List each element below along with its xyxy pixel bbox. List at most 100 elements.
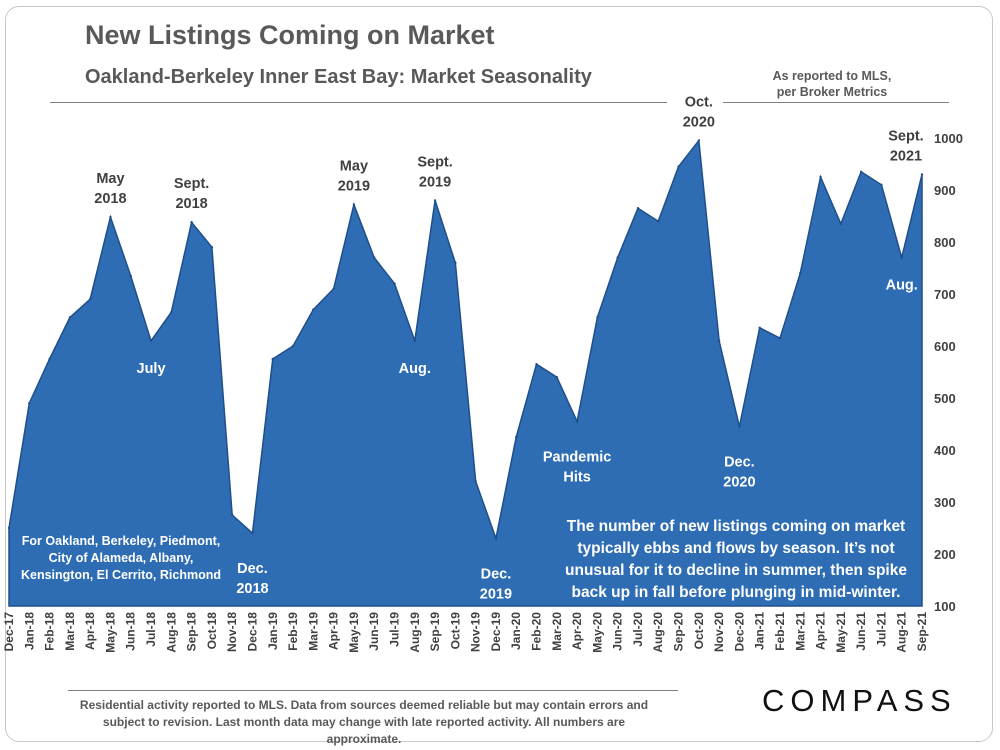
- x-tick-label-Apr-19: Apr-19: [327, 612, 341, 650]
- data-point-Aug-21: [900, 256, 903, 259]
- x-tick-label-Jun-18: Jun-18: [124, 612, 138, 651]
- data-point-Feb-20: [535, 363, 538, 366]
- x-tick-label-Oct-18: Oct-18: [205, 612, 219, 650]
- data-point-Jul-20: [636, 207, 640, 210]
- seasonality-note-line-4: back up in fall before plunging in mid-w…: [572, 584, 901, 601]
- header-rule-right: [723, 102, 949, 103]
- x-tick-label-Feb-20: Feb-20: [530, 612, 544, 651]
- x-tick-label-Feb-19: Feb-19: [286, 612, 300, 651]
- x-tick-label-Jan-20: Jan-20: [509, 612, 523, 650]
- data-point-Nov-20: [717, 339, 721, 342]
- data-point-Jun-20: [616, 256, 619, 259]
- x-tick-label-Jan-19: Jan-19: [266, 612, 280, 650]
- x-tick-label-May-20: May-20: [590, 612, 604, 653]
- seasonality-note-line-1: The number of new listings coming on mar…: [567, 518, 905, 535]
- data-point-Apr-21: [819, 175, 822, 179]
- x-tick-label-Nov-20: Nov-20: [712, 612, 726, 652]
- data-point-Sep-21: [920, 173, 924, 176]
- x-tick-label-Dec-17: Dec-17: [2, 612, 16, 652]
- data-point-Nov-19: [474, 480, 477, 483]
- y-tick-label-1000: 1000: [934, 131, 963, 146]
- data-point-Oct-19: [454, 261, 457, 264]
- header-rule-left: [50, 102, 667, 103]
- data-point-May-20: [596, 316, 599, 319]
- annotation-Sep-18-line-2: 2018: [175, 196, 207, 212]
- x-tick-label-Dec-20: Dec-20: [732, 612, 746, 652]
- y-tick-label-400: 400: [934, 443, 956, 458]
- y-tick-label-100: 100: [934, 599, 956, 614]
- data-point-Jul-18: [149, 339, 153, 342]
- data-point-Jan-21: [758, 326, 761, 329]
- annotation-Dec-19-line-2: 2019: [480, 586, 512, 602]
- x-tick-label-Oct-19: Oct-19: [448, 612, 462, 650]
- x-tick-label-Mar-20: Mar-20: [550, 612, 564, 651]
- x-tick-label-Jul-18: Jul-18: [144, 612, 158, 647]
- y-tick-label-300: 300: [934, 495, 956, 510]
- data-point-Apr-18: [88, 298, 92, 301]
- data-point-Feb-21: [778, 337, 782, 340]
- data-point-May-18: [109, 215, 112, 219]
- data-point-May-21: [839, 222, 843, 225]
- y-tick-label-600: 600: [934, 339, 956, 354]
- seasonality-note-line-2: typically ebbs and flows by season. It’s…: [577, 540, 894, 557]
- annotation-Apr-20-line-1: Pandemic: [543, 449, 612, 465]
- data-point-Oct-18: [210, 246, 214, 249]
- y-tick-label-500: 500: [934, 391, 956, 406]
- data-point-Dec-17: [7, 526, 11, 530]
- annotation-May-18-line-1: May: [96, 171, 124, 187]
- data-point-Mar-18: [68, 316, 72, 319]
- annotation-Dec-19-line-1: Dec.: [481, 566, 512, 582]
- x-tick-label-Mar-21: Mar-21: [793, 612, 807, 651]
- annotation-Sep-21-line-2: 2021: [890, 148, 922, 164]
- x-tick-label-Sep-18: Sep-18: [185, 612, 199, 652]
- annotation-Dec-20-line-2: 2020: [723, 475, 755, 491]
- footer-rule: [68, 690, 678, 691]
- annotation-Sep-21-line-1: Sept.: [888, 128, 923, 144]
- x-tick-label-Sep-20: Sep-20: [672, 612, 686, 652]
- data-point-Apr-19: [332, 287, 335, 290]
- x-tick-label-Jun-19: Jun-19: [367, 612, 381, 651]
- data-point-Dec-18: [251, 532, 254, 535]
- y-tick-label-700: 700: [934, 287, 956, 302]
- compass-logo: COMPASS: [762, 683, 957, 718]
- data-point-Jan-20: [515, 435, 518, 439]
- data-point-Jun-18: [129, 274, 132, 277]
- x-tick-label-Apr-21: Apr-21: [814, 612, 828, 650]
- annotation-Sep-19-line-2: 2019: [419, 174, 451, 190]
- data-point-Dec-20: [738, 425, 741, 428]
- data-point-Oct-20: [697, 139, 701, 142]
- data-point-Aug-20: [657, 220, 660, 223]
- data-point-Mar-19: [312, 308, 315, 311]
- x-tick-label-Dec-19: Dec-19: [489, 612, 503, 652]
- annotation-Aug-21-line-1: Aug.: [886, 278, 918, 294]
- footnote: Residential activity reported to MLS. Da…: [79, 698, 649, 746]
- seasonality-note-line-3: unusual for it to decline in summer, the…: [565, 562, 907, 579]
- annotation-Dec-18-line-1: Dec.: [237, 561, 268, 577]
- data-point-Aug-19: [413, 339, 416, 342]
- data-point-Feb-19: [291, 344, 295, 348]
- x-tick-label-Apr-18: Apr-18: [83, 612, 97, 650]
- data-point-Sep-20: [677, 165, 680, 168]
- x-tick-label-Jul-21: Jul-21: [874, 612, 888, 647]
- x-tick-label-May-19: May-19: [347, 612, 361, 653]
- x-tick-label-Jul-19: Jul-19: [387, 612, 401, 647]
- data-point-Apr-20: [575, 420, 579, 423]
- annotation-Sep-19-line-1: Sept.: [417, 154, 452, 170]
- data-point-Jun-19: [373, 256, 376, 259]
- x-tick-label-Oct-20: Oct-20: [692, 612, 706, 650]
- x-tick-label-Mar-18: Mar-18: [63, 612, 77, 651]
- x-tick-label-Apr-20: Apr-20: [570, 612, 584, 650]
- source-note-line-1: As reported to MLS,: [772, 69, 892, 83]
- annotation-Oct-20-line-2: 2020: [683, 115, 715, 131]
- chart-title: New Listings Coming on Market: [85, 20, 495, 50]
- x-tick-label-Aug-19: Aug-19: [408, 612, 422, 653]
- x-tick-label-Nov-19: Nov-19: [469, 612, 483, 652]
- x-tick-label-Jan-18: Jan-18: [22, 612, 36, 650]
- data-point-Sep-18: [190, 221, 193, 224]
- source-note: As reported to MLS, per Broker Metrics: [752, 68, 912, 100]
- data-point-Jan-19: [271, 357, 274, 361]
- data-point-Jul-19: [393, 282, 396, 285]
- data-point-Aug-18: [170, 311, 173, 314]
- annotation-Apr-20-line-2: Hits: [563, 469, 590, 485]
